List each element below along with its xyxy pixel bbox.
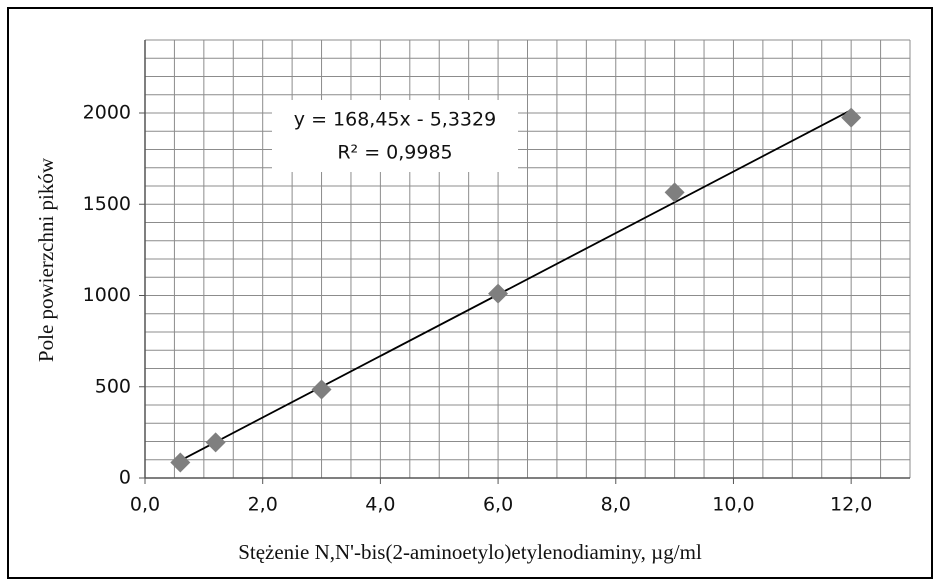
y-tick-label: 1000 [83,284,131,306]
y-tick-label: 1500 [83,193,131,215]
x-tick-label: 0,0 [130,494,160,516]
x-tick-label: 6,0 [483,494,513,516]
y-tick-label: 500 [95,375,131,397]
x-tick-label: 10,0 [712,494,754,516]
data-point [170,452,191,473]
equation-box [272,100,518,172]
x-tick-label: 4,0 [365,494,395,516]
chart-frame [7,7,933,579]
trendline-r2: R² = 0,9985 [337,142,452,164]
x-axis-label: Stężenie N,N'-bis(2-aminoetylo)etylenodi… [238,540,702,564]
x-tick-label: 2,0 [248,494,278,516]
trendline-equation: y = 168,45x - 5,3329 [294,109,496,131]
x-tick-label: 8,0 [601,494,631,516]
data-point [664,182,685,203]
data-point [488,283,509,304]
y-axis-label: Pole powierzchni pików [34,157,58,362]
x-tick-label: 12,0 [830,494,872,516]
marks [170,100,862,473]
trendline [179,109,852,462]
y-tick-label: 0 [119,467,131,489]
data-point [841,107,862,128]
data-point [205,432,226,453]
data-point [311,379,332,400]
y-tick-label: 2000 [83,102,131,124]
